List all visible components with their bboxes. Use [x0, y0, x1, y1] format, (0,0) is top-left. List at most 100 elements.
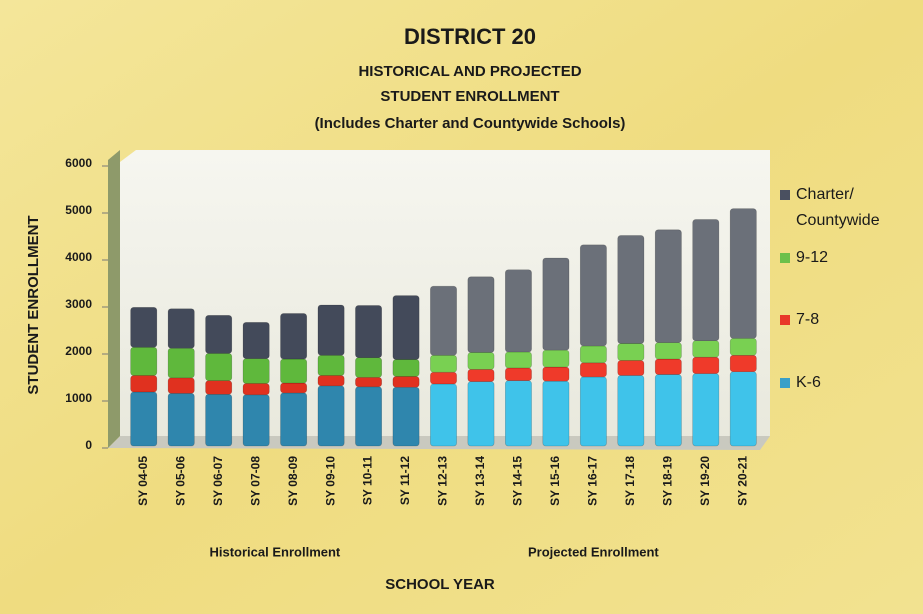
x-tick-label: SY 07-08 — [248, 456, 262, 506]
bar-segment — [355, 357, 382, 378]
bar-segment — [729, 371, 757, 447]
chart-subtitle: (Includes Charter and Countywide Schools… — [315, 115, 626, 132]
x-tick-label: SY 09-10 — [323, 456, 337, 506]
bar-segment — [617, 343, 645, 361]
y-axis-label: STUDENT ENROLLMENT — [25, 215, 42, 394]
x-tick-label: SY 19-20 — [698, 456, 712, 506]
bar-segment — [505, 367, 532, 381]
x-tick-label: SY 05-06 — [173, 456, 187, 506]
chart-title: DISTRICT 20 — [404, 24, 536, 49]
legend-label: 7-8 — [796, 311, 819, 328]
legend-swatch — [780, 253, 790, 263]
x-tick-label: SY 17-18 — [623, 456, 637, 506]
bar-segment — [542, 366, 570, 382]
bar-segment — [692, 373, 720, 447]
bar-segment — [355, 377, 382, 388]
bar-segment — [317, 375, 345, 387]
bar-segment — [130, 346, 158, 376]
bar-segment — [167, 347, 195, 379]
x-tick-label: SY 20-21 — [735, 456, 749, 506]
x-tick-label: SY 11-12 — [398, 456, 412, 505]
x-tick-label: SY 04-05 — [136, 456, 150, 506]
x-tick-label: SY 13-14 — [473, 456, 487, 506]
bar-segment — [617, 360, 645, 376]
bar-segment — [280, 392, 308, 447]
chart-subtitle: HISTORICAL AND PROJECTED — [358, 63, 581, 80]
bar-segment — [654, 342, 682, 360]
bar-segment — [617, 375, 645, 447]
bar-segment — [280, 382, 308, 394]
bar-segment — [505, 380, 532, 447]
x-tick-label: SY 18-19 — [660, 456, 674, 506]
bar-segment — [579, 362, 607, 378]
bar-segment — [467, 369, 495, 382]
legend-label: Countywide — [796, 212, 880, 229]
bar-segment — [317, 304, 345, 356]
legend-swatch — [780, 315, 790, 325]
bar-segment — [392, 376, 420, 388]
bar-segment — [430, 354, 457, 373]
bar-segment — [167, 308, 195, 349]
bar-segment — [654, 358, 682, 375]
bar-segment — [205, 393, 233, 447]
y-tick-label: 3000 — [65, 297, 92, 311]
bar-segment — [280, 313, 308, 360]
legend-swatch — [780, 190, 790, 200]
bar-segment — [542, 257, 570, 351]
bar-segment — [579, 244, 607, 347]
bar-segment — [692, 340, 720, 358]
y-tick-label: 1000 — [65, 391, 92, 405]
bar-segment — [205, 315, 233, 354]
bar-segment — [692, 219, 720, 342]
bar-segment — [392, 386, 420, 447]
x-tick-label: SY 06-07 — [211, 456, 225, 506]
chart-subtitle: STUDENT ENROLLMENT — [380, 88, 559, 105]
bar-segment — [654, 229, 682, 343]
bar-segment — [430, 383, 457, 447]
bar-segment — [467, 276, 495, 353]
bar-segment — [167, 377, 195, 394]
y-tick-label: 2000 — [65, 344, 92, 358]
bar-segment — [130, 391, 158, 447]
x-tick-label: SY 10-11 — [361, 456, 375, 505]
bar-segment — [392, 295, 420, 360]
bar-segment — [355, 386, 382, 447]
bar-segment — [542, 380, 570, 447]
bar-segment — [130, 307, 158, 348]
legend-label: Charter/ — [796, 186, 854, 203]
y-tick-label: 0 — [85, 438, 92, 452]
bar-segment — [505, 351, 532, 369]
bar-segment — [617, 235, 645, 344]
legend-label: K-6 — [796, 374, 821, 391]
bar-segment — [167, 393, 195, 447]
bar-segment — [130, 375, 158, 393]
x-tick-label: SY 15-16 — [548, 456, 562, 506]
bar-segment — [392, 359, 420, 377]
bar-segment — [729, 354, 757, 373]
legend-label: 9-12 — [796, 249, 828, 266]
group-label: Historical Enrollment — [210, 544, 341, 559]
bar-segment — [242, 383, 270, 396]
bar-segment — [692, 356, 720, 374]
bar-segment — [242, 322, 270, 359]
bar-segment — [579, 376, 607, 447]
y-tick-label: 6000 — [65, 156, 92, 170]
bar-segment — [654, 374, 682, 447]
plot-side — [108, 150, 120, 448]
bar-segment — [317, 354, 345, 376]
bar-segment — [355, 305, 382, 358]
x-axis-label: SCHOOL YEAR — [385, 576, 495, 593]
y-tick-label: 4000 — [65, 250, 92, 264]
bar-segment — [542, 349, 570, 368]
bar-segment — [317, 385, 345, 447]
bar-segment — [242, 394, 270, 447]
bar-segment — [505, 269, 532, 353]
bar-segment — [430, 285, 457, 356]
x-tick-label: SY 16-17 — [586, 456, 600, 506]
bar-segment — [205, 380, 233, 395]
bar-segment — [579, 345, 607, 364]
bar-segment — [467, 381, 495, 447]
bar-segment — [729, 208, 757, 339]
y-tick-label: 5000 — [65, 203, 92, 217]
